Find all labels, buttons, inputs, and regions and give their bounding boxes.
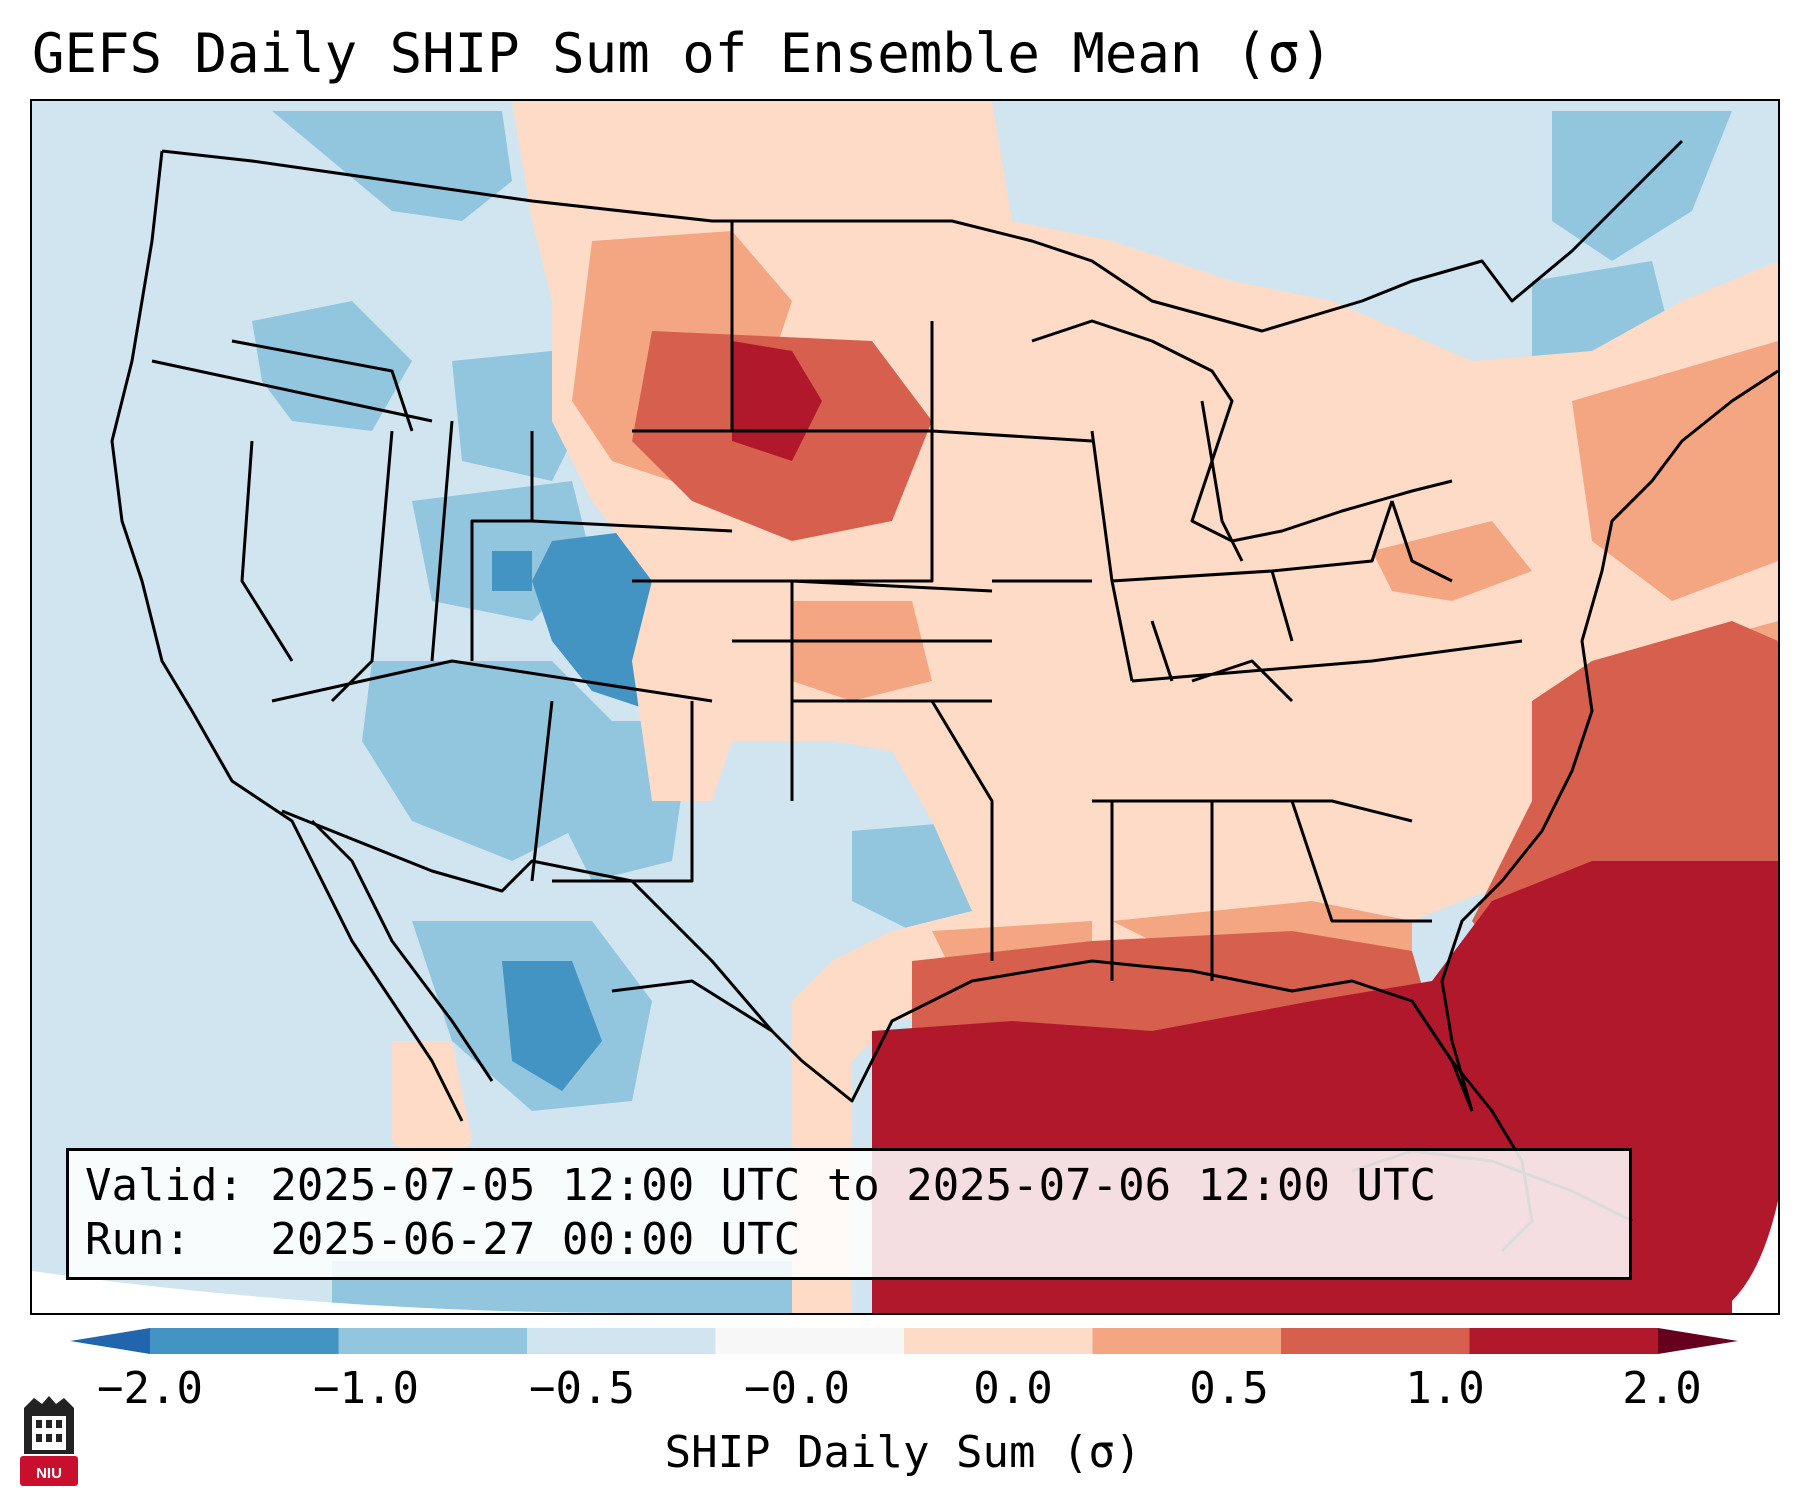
east-coast xyxy=(1440,369,1778,1112)
state-lines xyxy=(151,221,1523,981)
colorbar-segment xyxy=(338,1328,528,1354)
colorbar-over-arrow xyxy=(1658,1328,1738,1354)
colorbar-segment xyxy=(715,1328,905,1354)
colorbar-tick-label: −1.0 xyxy=(313,1363,419,1414)
baja-gulf xyxy=(310,819,494,1082)
chart-title: GEFS Daily SHIP Sum of Ensemble Mean (σ) xyxy=(32,22,1333,85)
mexico-border xyxy=(281,809,774,1032)
colorbar-segment xyxy=(904,1328,1093,1354)
niu-logo-icon xyxy=(20,1396,78,1486)
colorbar-tick-label: 1.0 xyxy=(1405,1363,1485,1414)
colorbar-segment xyxy=(150,1328,339,1354)
colorbar-tick-label: 0.5 xyxy=(1189,1363,1269,1414)
colorbar-tick-label: −0.5 xyxy=(529,1363,635,1414)
gulf-coast xyxy=(611,959,1474,1112)
colorbar-segment xyxy=(1469,1328,1659,1354)
colorbar-tick-label: 2.0 xyxy=(1622,1363,1702,1414)
colorbar-tick-label: 0.0 xyxy=(973,1363,1053,1414)
colorbar-segments xyxy=(150,1328,1659,1354)
map-panel xyxy=(30,99,1780,1315)
lake-michigan xyxy=(1200,400,1244,562)
colorbar xyxy=(70,1328,1738,1354)
west-coast xyxy=(110,150,464,1122)
great-lakes xyxy=(1031,319,1453,543)
colorbar-segment xyxy=(1092,1328,1282,1354)
ship-map xyxy=(32,101,1778,1313)
valid-time-text: Valid: 2025-07-05 12:00 UTC to 2025-07-0… xyxy=(85,1160,1437,1211)
run-time-text: Run: 2025-06-27 00:00 UTC xyxy=(85,1214,801,1265)
domain-edge-right xyxy=(1732,1201,1778,1313)
colorbar-tick-label: −0.0 xyxy=(744,1363,850,1414)
boundaries xyxy=(110,139,1778,1253)
colorbar-tick-label: −2.0 xyxy=(97,1363,203,1414)
domain-edge-left xyxy=(32,1271,632,1313)
colorbar-segment xyxy=(527,1328,716,1354)
colorbar-segment xyxy=(1281,1328,1470,1354)
niu-logo: NIU xyxy=(20,1394,78,1486)
us-canada-border xyxy=(161,139,1684,333)
colorbar-label: SHIP Daily Sum (σ) xyxy=(664,1427,1142,1478)
colorbar-under-arrow xyxy=(70,1328,150,1354)
niu-logo-text: NIU xyxy=(36,1465,62,1482)
valid-run-box: Valid: 2025-07-05 12:00 UTC to 2025-07-0… xyxy=(66,1148,1632,1280)
